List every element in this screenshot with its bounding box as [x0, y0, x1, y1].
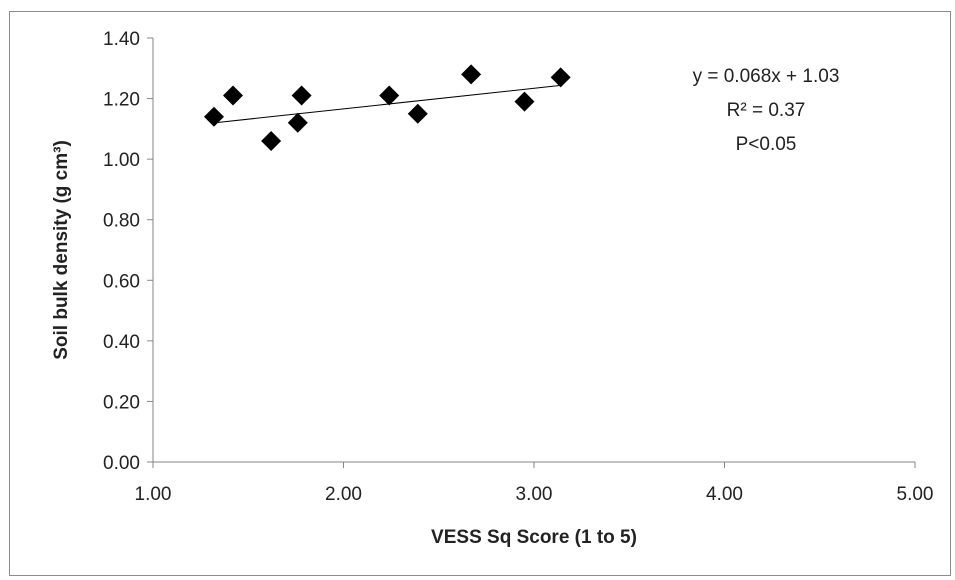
- x-tick-label: 2.00: [325, 484, 362, 505]
- x-ticks: 1.00 2.00 3.00 4.00 5.00: [135, 462, 934, 505]
- data-point: [291, 85, 312, 106]
- data-point: [261, 130, 282, 151]
- data-point: [550, 67, 571, 88]
- y-axis-title: Soil bulk density (g cm³): [51, 140, 72, 360]
- chart-frame: [9, 11, 951, 576]
- x-tick-label: 1.00: [135, 484, 172, 505]
- data-point: [379, 85, 400, 106]
- y-tick-label: 0.60: [103, 271, 140, 292]
- data-point: [223, 85, 244, 106]
- regression-annotation: y = 0.068x + 1.03 R² = 0.37 P<0.05: [693, 66, 840, 155]
- y-tick-label: 1.40: [103, 29, 140, 50]
- data-point: [287, 112, 308, 133]
- trendline: [213, 84, 561, 124]
- y-tick-label: 0.20: [103, 392, 140, 413]
- y-ticks: 0.00 0.20 0.40 0.60 0.80 1.00 1.20 1.40: [103, 29, 153, 474]
- annotation-line: R² = 0.37: [727, 100, 806, 121]
- y-tick-label: 1.20: [103, 90, 140, 111]
- data-points: [203, 64, 571, 151]
- y-tick-label: 0.40: [103, 332, 140, 353]
- data-point: [461, 64, 482, 85]
- x-tick-label: 5.00: [897, 484, 934, 505]
- y-tick-label: 0.80: [103, 211, 140, 232]
- annotation-line: P<0.05: [736, 134, 797, 155]
- x-tick-label: 4.00: [706, 484, 743, 505]
- annotation-line: y = 0.068x + 1.03: [693, 66, 840, 87]
- y-tick-label: 0.00: [103, 453, 140, 474]
- data-point: [203, 106, 224, 127]
- data-point: [407, 103, 428, 124]
- data-point: [514, 91, 535, 112]
- x-tick-label: 3.00: [516, 484, 553, 505]
- x-axis-title: VESS Sq Score (1 to 5): [431, 527, 637, 548]
- y-tick-label: 1.00: [103, 150, 140, 171]
